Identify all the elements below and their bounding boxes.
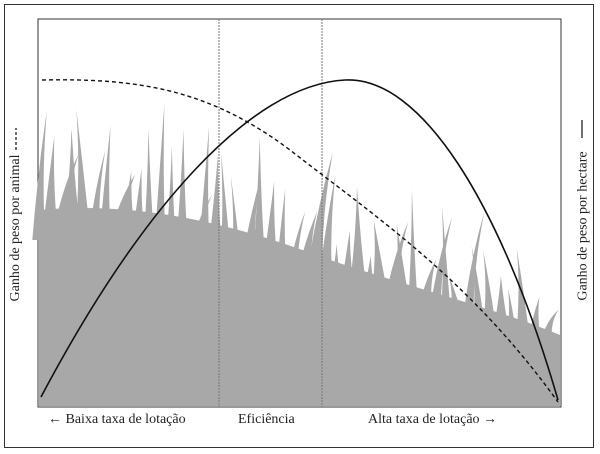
grass-blade bbox=[173, 129, 191, 273]
grass-blade bbox=[315, 175, 336, 306]
left-axis-label: Ganho de peso por animal bbox=[8, 154, 23, 302]
grass-blade bbox=[505, 287, 519, 349]
efficiency-label: Eficiência bbox=[238, 412, 295, 427]
grass-blade bbox=[185, 195, 212, 276]
gain-per-animal-curve bbox=[41, 79, 559, 403]
gain-per-hectare-curve bbox=[40, 79, 559, 401]
grass-blade bbox=[273, 188, 289, 296]
right-axis-label: Ganho de peso por hectare bbox=[575, 151, 591, 301]
grass-blade bbox=[447, 276, 467, 337]
grass-blade bbox=[514, 247, 532, 352]
grass-blade bbox=[471, 245, 487, 342]
grass-blade bbox=[230, 175, 244, 286]
grass-blade bbox=[87, 150, 106, 253]
low-stocking-label: ← Baixa taxa de lotação bbox=[48, 412, 186, 427]
grass-blade bbox=[258, 181, 282, 294]
grass-blade bbox=[391, 224, 413, 324]
grass-blade bbox=[439, 205, 453, 334]
grass-blade bbox=[218, 153, 234, 284]
diagram-frame bbox=[4, 4, 594, 448]
grass-blade bbox=[536, 309, 559, 357]
grass-blade bbox=[406, 189, 420, 327]
grass-blade bbox=[128, 168, 148, 263]
grass-blade bbox=[40, 136, 60, 243]
grass-blade bbox=[427, 217, 453, 332]
grass-blade bbox=[97, 124, 113, 256]
grass-blade bbox=[346, 186, 370, 314]
grass-blade bbox=[196, 126, 212, 279]
grass-blade bbox=[461, 211, 485, 339]
grass-blade bbox=[204, 154, 226, 281]
grass-blade bbox=[285, 211, 306, 299]
high-stocking-label: Alta taxa de lotação → bbox=[368, 412, 498, 427]
grass-blade bbox=[490, 276, 512, 347]
grass-blade bbox=[74, 109, 92, 251]
grass-blade bbox=[250, 136, 268, 291]
grass-blade bbox=[368, 220, 392, 319]
grass-blade bbox=[32, 110, 47, 240]
grass-blade bbox=[141, 128, 157, 266]
grass-blade bbox=[381, 222, 409, 322]
grass-blade bbox=[302, 152, 333, 304]
grass-silhouette bbox=[32, 103, 560, 406]
grass-blade bbox=[164, 146, 178, 271]
grass-blade bbox=[481, 249, 499, 344]
grass-blade bbox=[152, 103, 168, 268]
